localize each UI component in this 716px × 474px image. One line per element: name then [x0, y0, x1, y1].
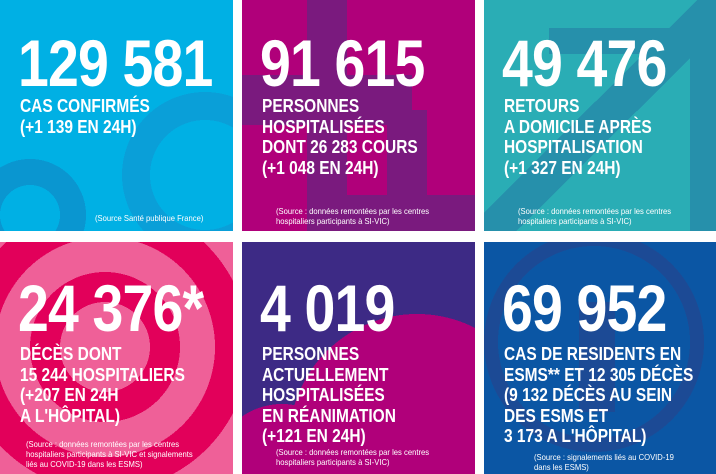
source-note: (Source : données remontées par les cent… [276, 206, 430, 226]
panel-intensive-care: 4 019 PERSONNES ACTUELLEMENT HOSPITALISÉES… [242, 242, 475, 474]
stat-label: PERSONNES ACTUELLEMENT HOSPITALISÉES EN RÉA… [262, 344, 396, 447]
panel-deaths: 24 376* DÉCÈS DONT 15 244 HOSPITALIERS (+2… [0, 242, 233, 474]
label-line: HOSPITALISATION [504, 137, 643, 157]
stat-number: 4 019 [260, 271, 395, 345]
stat-label: CAS DE RESIDENTS EN ESMS** ET 12 305 DÉCÈ… [504, 344, 693, 447]
label-line: ACTUELLEMENT [262, 364, 389, 385]
label-line: EN RÉANIMATION [262, 405, 396, 426]
label-line: HOSPITALISÉES [262, 116, 385, 137]
panel-esms-residents: 69 952 CAS DE RESIDENTS EN ESMS** ET 12 3… [484, 242, 716, 474]
stat-number: 24 376* [18, 271, 204, 345]
label-line: (+1 327 EN 24H) [504, 157, 621, 178]
stat-label: PERSONNES HOSPITALISÉES DONT 26 283 COURS(… [262, 96, 418, 178]
label-line: DES ESMS ET [504, 405, 609, 426]
label-line: CAS CONFIRMÉS [20, 96, 150, 116]
label-line: HOSPITALISÉES [262, 385, 385, 405]
source-note: (Source : données remontées par les cent… [276, 447, 430, 467]
label-line: DÉCÈS DONT [20, 344, 122, 364]
stat-number: 49 476 [502, 26, 667, 100]
panel-returned-home: 49 476 RETOURS A DOMICILE APRÈS HOSPITALIS… [484, 0, 716, 231]
stat-number: 69 952 [502, 271, 667, 345]
source-note: (Source Santé publique France) [95, 213, 204, 223]
label-line: 3 173 A L'HÔPITAL) [504, 426, 647, 446]
label-line: CAS DE RESIDENTS EN [504, 344, 682, 364]
label-line: DONT 26 283 COURS [262, 137, 418, 157]
label-line: A L'HÔPITAL) [20, 405, 120, 426]
label-line: PERSONNES [262, 344, 360, 364]
stat-number: 91 615 [260, 26, 425, 100]
panel-confirmed-cases: 129 581 CAS CONFIRMÉS (+1 139 EN 24H) (So… [0, 0, 233, 231]
label-line: (+1 139 EN 24H) [20, 116, 137, 137]
label-line: (+121 EN 24H) [262, 426, 366, 446]
source-note: (Source : données remontées par les cent… [518, 206, 672, 226]
source-note: (Source : signalements liés au COVID-19 … [534, 452, 674, 472]
stat-label: DÉCÈS DONT 15 244 HOSPITALIERS (+207 EN 24… [20, 344, 185, 426]
label-line: (+207 EN 24H [20, 385, 119, 405]
stat-label: CAS CONFIRMÉS (+1 139 EN 24H) [20, 96, 150, 137]
label-line: RETOURS [504, 96, 580, 116]
source-note: (Source : données remontées par les cent… [26, 439, 193, 469]
panel-hospitalised: 91 615 PERSONNES HOSPITALISÉES DONT 26 283… [242, 0, 475, 231]
stat-number: 129 581 [18, 26, 213, 100]
label-line: ESMS** ET 12 305 DÉCÈS [504, 364, 694, 385]
label-line: (+1 048 EN 24H) [262, 157, 379, 178]
stat-label: RETOURS A DOMICILE APRÈS HOSPITALISATION (+… [504, 96, 652, 178]
label-line: (9 132 DÉCÈS AU SEIN [504, 385, 673, 405]
label-line: A DOMICILE APRÈS [504, 116, 652, 137]
label-line: PERSONNES [262, 96, 360, 116]
label-line: 15 244 HOSPITALIERS [20, 364, 185, 385]
